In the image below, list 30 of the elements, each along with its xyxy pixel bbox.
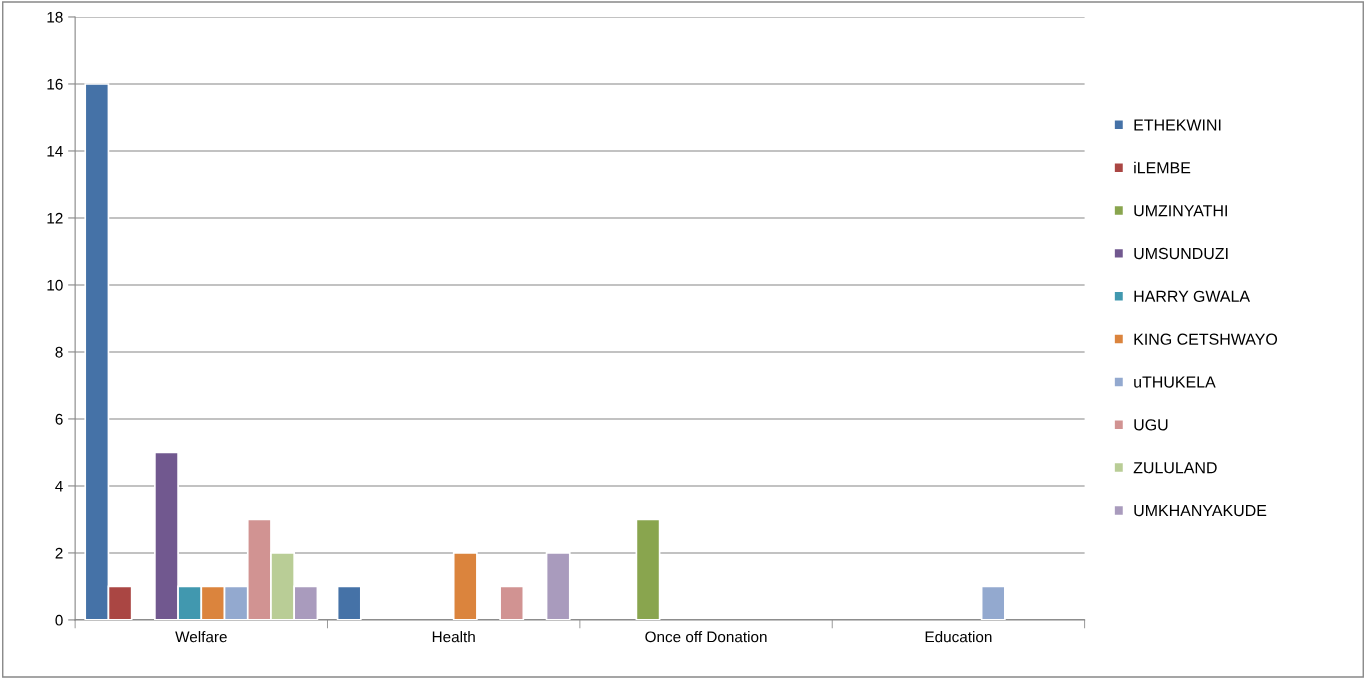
legend-label: UGU	[1134, 419, 1168, 431]
x-tick-label: Education	[925, 631, 992, 643]
legend-label: KING CETSHWAYO	[1134, 333, 1278, 345]
x-tick-label: Health	[432, 631, 475, 643]
y-tick-label: 2	[55, 547, 63, 559]
x-tick-label: Once off Donation	[645, 631, 767, 643]
y-tick-label: 0	[55, 614, 63, 626]
bar	[452, 552, 478, 620]
legend-label: uTHUKELA	[1134, 376, 1216, 388]
y-tick-label: 14	[47, 145, 63, 157]
legend-label: ETHEKWINI	[1134, 119, 1221, 131]
legend-label: UMSUNDUZI	[1134, 247, 1228, 260]
y-tick-label: 8	[55, 346, 63, 358]
legend-label: HARRY GWALA	[1134, 290, 1251, 302]
x-tick-label: Welfare	[175, 631, 227, 643]
bar	[545, 552, 571, 620]
y-tick-label: 12	[47, 212, 63, 224]
y-tick-label: 10	[47, 279, 63, 291]
legend-label: iLEMBE	[1134, 161, 1191, 174]
bar	[336, 585, 362, 620]
y-tick-label: 18	[47, 11, 63, 23]
legend-label: UMKHANYAKUDE	[1134, 505, 1267, 517]
bar	[980, 585, 1006, 620]
bar	[499, 585, 525, 620]
y-tick-label: 16	[47, 78, 63, 90]
bar	[635, 518, 661, 620]
legend-label: UMZINYATHI	[1134, 205, 1227, 217]
y-tick-label: 6	[55, 413, 63, 425]
legend-label: ZULULAND	[1133, 462, 1217, 474]
y-tick-label: 4	[55, 480, 63, 492]
